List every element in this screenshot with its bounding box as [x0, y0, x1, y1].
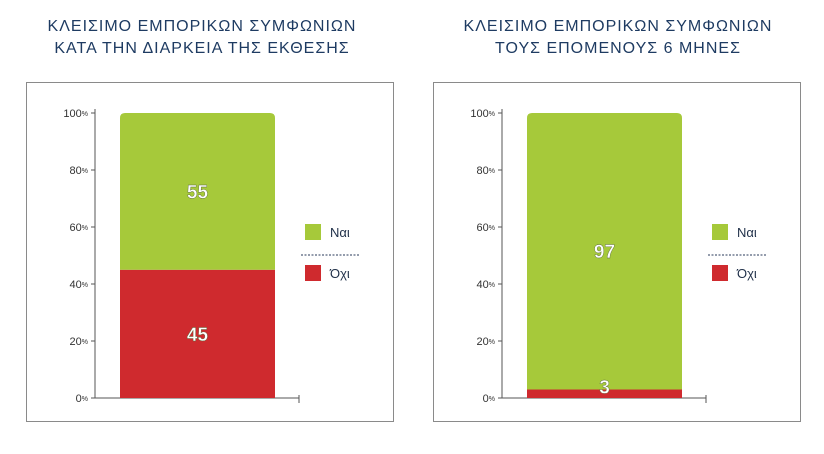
- bar-segment-left: [120, 269, 275, 398]
- y-tick-label-left: 100%: [63, 108, 88, 120]
- bar-segment-right: [527, 113, 682, 390]
- legend-label-left: Όχι: [329, 266, 350, 281]
- legend-label-right: Όχι: [736, 266, 757, 281]
- y-tick-label-right: 60%: [477, 222, 495, 234]
- chart-panel-right: 0% 20% 40% 60% 80% 100% 3 97 Ναι Όχι: [433, 82, 801, 422]
- legend-swatch-left: [305, 224, 321, 240]
- y-tick-label-right: 100%: [470, 108, 495, 120]
- y-tick-label-right: 80%: [477, 165, 495, 177]
- bar-segment-left: [120, 113, 275, 270]
- y-tick-label-right: 0%: [483, 393, 495, 405]
- chart-title-right-line-1: ΚΛΕΙΣΙΜΟ ΕΜΠΟΡΙΚΩΝ ΣΥΜΦΩΝΙΩΝ: [463, 18, 773, 35]
- y-tick-label-left: 80%: [70, 165, 88, 177]
- bar-data-label-left: 45: [187, 325, 209, 346]
- chart-title-left: ΚΛΕΙΣΙΜΟ ΕΜΠΟΡΙΚΩΝ ΣΥΜΦΩΝΙΩΝ ΚΑΤΑ ΤΗΝ ΔΙ…: [2, 16, 402, 60]
- chart-plot-left: 0% 20% 40% 60% 80% 100% 45 55 Ναι Όχι: [63, 108, 360, 405]
- y-tick-label-right: 20%: [477, 336, 495, 348]
- y-tick-label-left: 40%: [70, 279, 88, 291]
- legend-label-left: Ναι: [330, 225, 350, 240]
- y-tick-label-right: 40%: [477, 279, 495, 291]
- chart-title-right: ΚΛΕΙΣΙΜΟ ΕΜΠΟΡΙΚΩΝ ΣΥΜΦΩΝΙΩΝ ΤΟΥΣ ΕΠΟΜΕΝ…: [418, 16, 818, 60]
- legend-swatch-left: [305, 265, 321, 281]
- chart-panel-left: 0% 20% 40% 60% 80% 100% 45 55 Ναι Όχι: [26, 82, 394, 422]
- chart-title-right-line-2: ΤΟΥΣ ΕΠΟΜΕΝΟΥΣ 6 ΜΗΝΕΣ: [495, 40, 741, 57]
- y-tick-label-left: 60%: [70, 222, 88, 234]
- legend-swatch-right: [712, 224, 728, 240]
- bar-data-label-left: 55: [187, 182, 209, 203]
- bar-data-label-right: 3: [599, 377, 610, 398]
- chart-title-left-line-2: ΚΑΤΑ ΤΗΝ ΔΙΑΡΚΕΙΑ ΤΗΣ ΕΚΘΕΣΗΣ: [54, 40, 350, 57]
- y-tick-label-left: 20%: [70, 336, 88, 348]
- chart-title-left-line-1: ΚΛΕΙΣΙΜΟ ΕΜΠΟΡΙΚΩΝ ΣΥΜΦΩΝΙΩΝ: [47, 18, 357, 35]
- legend-swatch-right: [712, 265, 728, 281]
- legend-label-right: Ναι: [737, 225, 757, 240]
- bar-data-label-right: 97: [594, 242, 615, 263]
- bar-segment-right: [527, 389, 682, 398]
- chart-plot-right: 0% 20% 40% 60% 80% 100% 3 97 Ναι Όχι: [470, 108, 767, 405]
- y-tick-label-left: 0%: [76, 393, 88, 405]
